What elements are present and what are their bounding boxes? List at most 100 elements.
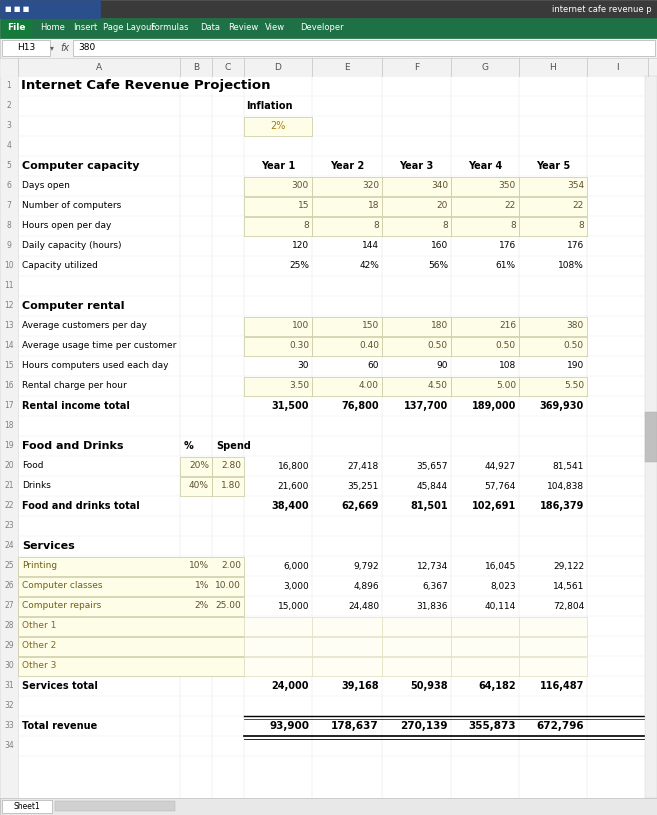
Text: Year 3: Year 3 (399, 161, 434, 171)
Text: ▾: ▾ (50, 43, 54, 52)
Bar (0, 18, 657, 38)
Text: 8: 8 (578, 222, 584, 231)
Bar (0, 76, 18, 798)
Text: 20%: 20% (189, 461, 209, 470)
Text: 12,734: 12,734 (417, 562, 448, 570)
Text: 93,900: 93,900 (269, 721, 309, 731)
Bar (519, 337, 587, 356)
Text: H: H (550, 63, 556, 72)
Text: Year 4: Year 4 (468, 161, 502, 171)
Text: 20: 20 (437, 201, 448, 210)
Bar (244, 337, 312, 356)
Text: fx: fx (60, 43, 69, 53)
Bar (244, 657, 312, 676)
Text: 178,637: 178,637 (331, 721, 379, 731)
Text: 10: 10 (4, 262, 14, 271)
Text: 28: 28 (4, 622, 14, 631)
Text: 39,168: 39,168 (342, 681, 379, 691)
Bar (244, 177, 312, 196)
Text: Daily capacity (hours): Daily capacity (hours) (22, 241, 122, 250)
Text: 23: 23 (4, 522, 14, 531)
Text: 216: 216 (499, 321, 516, 331)
Text: Formulas: Formulas (150, 24, 189, 33)
Text: 4.00: 4.00 (359, 381, 379, 390)
Text: 90: 90 (436, 362, 448, 371)
Bar (244, 197, 312, 216)
Text: 354: 354 (567, 182, 584, 191)
Bar (382, 317, 451, 336)
Text: A: A (96, 63, 102, 72)
Bar (73, 40, 655, 56)
Text: 5.50: 5.50 (564, 381, 584, 390)
Text: 12: 12 (4, 302, 14, 311)
Text: Inflation: Inflation (246, 101, 292, 111)
Text: 10%: 10% (189, 562, 209, 570)
Text: 6,000: 6,000 (283, 562, 309, 570)
Text: 34: 34 (4, 742, 14, 751)
Text: 350: 350 (499, 182, 516, 191)
Text: Services: Services (22, 541, 75, 551)
Bar (451, 337, 519, 356)
Text: 5: 5 (7, 161, 11, 170)
Text: 25%: 25% (289, 262, 309, 271)
Bar (244, 317, 312, 336)
Bar (312, 637, 382, 656)
Bar (212, 457, 244, 476)
Text: Hours computers used each day: Hours computers used each day (22, 362, 168, 371)
Text: 31: 31 (4, 681, 14, 690)
Bar (519, 197, 587, 216)
Text: B: B (193, 63, 199, 72)
Bar (312, 377, 382, 396)
Text: 108%: 108% (558, 262, 584, 271)
Text: 22: 22 (4, 501, 14, 510)
Text: 3.50: 3.50 (289, 381, 309, 390)
Bar (519, 617, 587, 636)
Text: 2.00: 2.00 (221, 562, 241, 570)
Text: 1: 1 (7, 82, 11, 90)
Text: 8: 8 (442, 222, 448, 231)
Bar (382, 617, 451, 636)
Bar (244, 637, 312, 656)
Text: 8: 8 (304, 222, 309, 231)
Text: 40,114: 40,114 (485, 601, 516, 610)
Bar (312, 337, 382, 356)
Text: 81,501: 81,501 (411, 501, 448, 511)
Text: 18: 18 (367, 201, 379, 210)
Text: 120: 120 (292, 241, 309, 250)
Bar (645, 412, 657, 462)
Text: Spend: Spend (216, 441, 251, 451)
Bar (312, 657, 382, 676)
Bar (0, 0, 100, 18)
Bar (18, 617, 244, 636)
Text: 116,487: 116,487 (539, 681, 584, 691)
Bar (0, 798, 657, 815)
Text: 42%: 42% (359, 262, 379, 271)
Text: 340: 340 (431, 182, 448, 191)
Text: Services total: Services total (22, 681, 98, 691)
Text: 15: 15 (298, 201, 309, 210)
Text: 176: 176 (567, 241, 584, 250)
Bar (244, 377, 312, 396)
Text: Food and drinks total: Food and drinks total (22, 501, 140, 511)
Text: 57,764: 57,764 (485, 482, 516, 491)
Text: 1.80: 1.80 (221, 482, 241, 491)
Text: Developer: Developer (300, 24, 344, 33)
Bar (0, 76, 657, 798)
Text: 2%: 2% (270, 121, 286, 131)
Bar (382, 657, 451, 676)
Text: 20: 20 (4, 461, 14, 470)
Text: 186,379: 186,379 (539, 501, 584, 511)
Text: 21: 21 (4, 482, 14, 491)
Text: Drinks: Drinks (22, 482, 51, 491)
Bar (382, 217, 451, 236)
Text: 380: 380 (567, 321, 584, 331)
Text: View: View (265, 24, 285, 33)
Text: 25: 25 (4, 562, 14, 570)
Text: 17: 17 (4, 402, 14, 411)
Bar (519, 217, 587, 236)
Text: 16: 16 (4, 381, 14, 390)
Text: 24,480: 24,480 (348, 601, 379, 610)
Text: Days open: Days open (22, 182, 70, 191)
Text: Computer classes: Computer classes (22, 581, 102, 591)
Text: 190: 190 (567, 362, 584, 371)
